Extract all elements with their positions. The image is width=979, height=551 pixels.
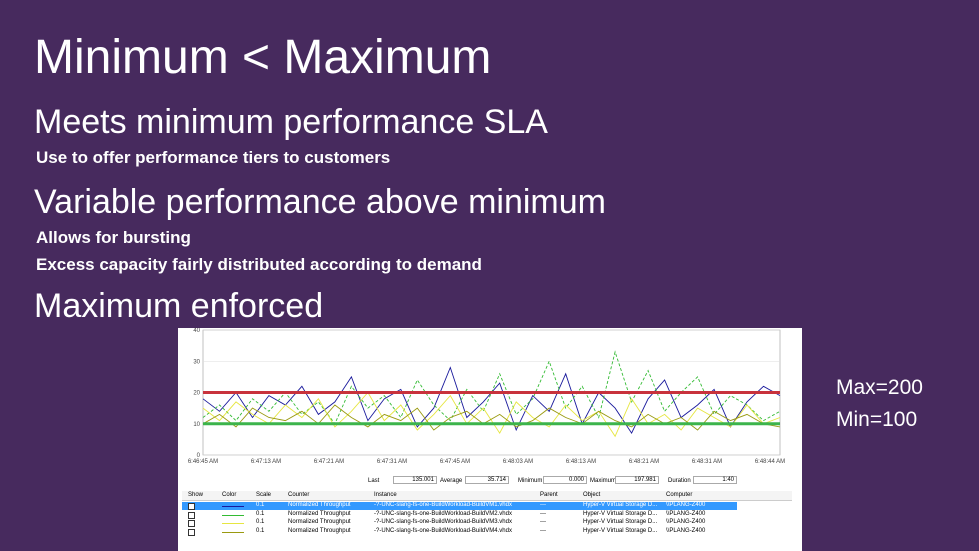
cell: -?-UNC-slang-fs-one-BuildWorkload-BuildV…: [374, 510, 512, 517]
stat-value: 135.001: [393, 476, 437, 484]
cell: \\PLANG-Z400: [666, 510, 706, 517]
perfmon-screenshot: 0 10 20 30 40 6:46:45 AM 6:47:13 AM 6:47:21 AM 6…: [178, 328, 802, 551]
x-tick-label: 6:48:03 AM: [503, 459, 533, 465]
cell: Hyper-V Virtual Storage D...: [583, 527, 658, 534]
column-header: Object: [583, 492, 601, 498]
stat-value: 197.981: [615, 476, 659, 484]
x-tick-label: 6:47:45 AM: [440, 459, 470, 465]
cell: Hyper-V Virtual Storage D...: [583, 510, 658, 517]
color-swatch: [222, 506, 244, 507]
color-swatch: [222, 523, 244, 524]
checkbox: [188, 528, 195, 536]
cell: Normalized Throughput: [288, 502, 351, 508]
cell: 0.1: [256, 519, 265, 525]
heading: Variable performance above minimum: [34, 183, 606, 221]
stat-label: Last: [368, 478, 380, 484]
column-header: Computer: [666, 492, 693, 498]
cell: ---: [540, 527, 546, 534]
cell: ---: [540, 502, 546, 508]
row-selected: [182, 502, 737, 510]
column-header: Show: [188, 492, 204, 498]
column-header: Color: [222, 492, 237, 498]
cell: 0.1: [256, 502, 265, 508]
bullet: Excess capacity fairly distributed accor…: [36, 255, 482, 274]
x-tick-label: 6:47:31 AM: [377, 459, 407, 465]
cell: Hyper-V Virtual Storage D...: [583, 502, 658, 508]
x-tick-label: 6:47:21 AM: [314, 459, 344, 465]
heading: Meets minimum performance SLA: [34, 103, 548, 141]
column-header: Parent: [540, 492, 558, 498]
stat-value: 35.714: [465, 476, 509, 484]
cell: Normalized Throughput: [288, 510, 351, 517]
cell: \\PLANG-Z400: [666, 519, 706, 525]
y-tick-label: 30: [193, 359, 200, 365]
y-tick-label: 20: [193, 391, 200, 397]
series-line: [202, 391, 781, 438]
x-tick-label: 6:48:13 AM: [566, 459, 596, 465]
cell: Normalized Throughput: [288, 519, 351, 525]
cell: Hyper-V Virtual Storage D...: [583, 519, 658, 525]
cell: \\PLANG-Z400: [666, 502, 706, 508]
chart: 0 10 20 30 40 6:46:45 AM 6:47:13 AM 6:47:21 AM 6…: [188, 328, 785, 465]
stat-label: Average: [440, 478, 463, 484]
bullet: Use to offer performance tiers to custom…: [36, 148, 391, 167]
column-header: Scale: [256, 492, 272, 498]
cell: -?-UNC-slang-fs-one-BuildWorkload-BuildV…: [374, 519, 512, 525]
y-tick-label: 10: [193, 422, 200, 428]
column-header: Counter: [288, 492, 310, 498]
x-tick-label: 6:47:13 AM: [251, 459, 281, 465]
cell: 0.1: [256, 527, 265, 534]
checkbox: [188, 511, 195, 519]
stat-value: 1:40: [693, 476, 737, 484]
checkbox: [188, 520, 195, 527]
checkbox: [188, 503, 195, 510]
color-swatch: [222, 514, 244, 516]
annotation: Max=200: [836, 376, 923, 399]
cell: 0.1: [256, 510, 265, 517]
y-tick-label: 0: [197, 453, 201, 459]
annotation: Min=100: [836, 408, 918, 431]
y-tick-label: 40: [193, 328, 200, 334]
x-tick-label: 6:48:44 AM: [755, 459, 785, 465]
title: Minimum < Maximum: [34, 31, 492, 84]
table-header: [182, 491, 792, 501]
bullet: Allows for bursting: [36, 228, 191, 247]
color-swatch: [222, 531, 244, 533]
stat-label: Duration: [668, 478, 691, 484]
cell: -?-UNC-slang-fs-one-BuildWorkload-BuildV…: [374, 502, 512, 508]
column-header: Instance: [374, 492, 397, 498]
stat-label: Maximum: [590, 478, 617, 484]
x-tick-label: 6:48:31 AM: [692, 459, 722, 465]
cell: -?-UNC-slang-fs-one-BuildWorkload-BuildV…: [374, 527, 512, 534]
cell: Normalized Throughput: [288, 527, 351, 534]
heading: Maximum enforced: [34, 287, 324, 325]
series-line: [202, 404, 781, 431]
cell: ---: [540, 510, 546, 517]
stat-label: Minimum: [518, 478, 543, 484]
cell: \\PLANG-Z400: [666, 527, 706, 534]
x-tick-label: 6:48:21 AM: [629, 459, 659, 465]
stat-value: 0.000: [543, 476, 587, 484]
cell: ---: [540, 519, 546, 525]
x-tick-label: 6:46:45 AM: [188, 459, 218, 465]
